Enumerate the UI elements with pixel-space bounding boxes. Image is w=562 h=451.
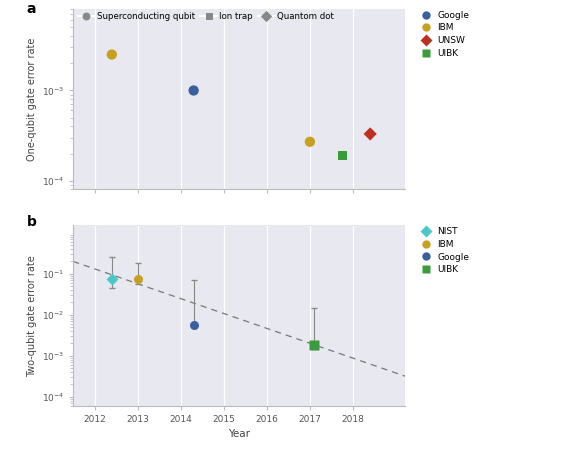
Y-axis label: One-qubit gate error rate: One-qubit gate error rate — [28, 37, 38, 161]
Point — [305, 138, 314, 145]
Text: b: b — [26, 215, 37, 229]
Legend: NIST, IBM, Google, UIBK: NIST, IBM, Google, UIBK — [416, 226, 470, 275]
Point — [366, 130, 375, 138]
Text: a: a — [26, 2, 36, 16]
Y-axis label: Two-qubit gate error rate: Two-qubit gate error rate — [28, 255, 38, 377]
Point — [107, 51, 116, 58]
X-axis label: Year: Year — [228, 429, 250, 439]
Point — [338, 152, 347, 159]
Legend: Google, IBM, UNSW, UIBK: Google, IBM, UNSW, UIBK — [416, 10, 470, 59]
Point — [189, 87, 198, 94]
